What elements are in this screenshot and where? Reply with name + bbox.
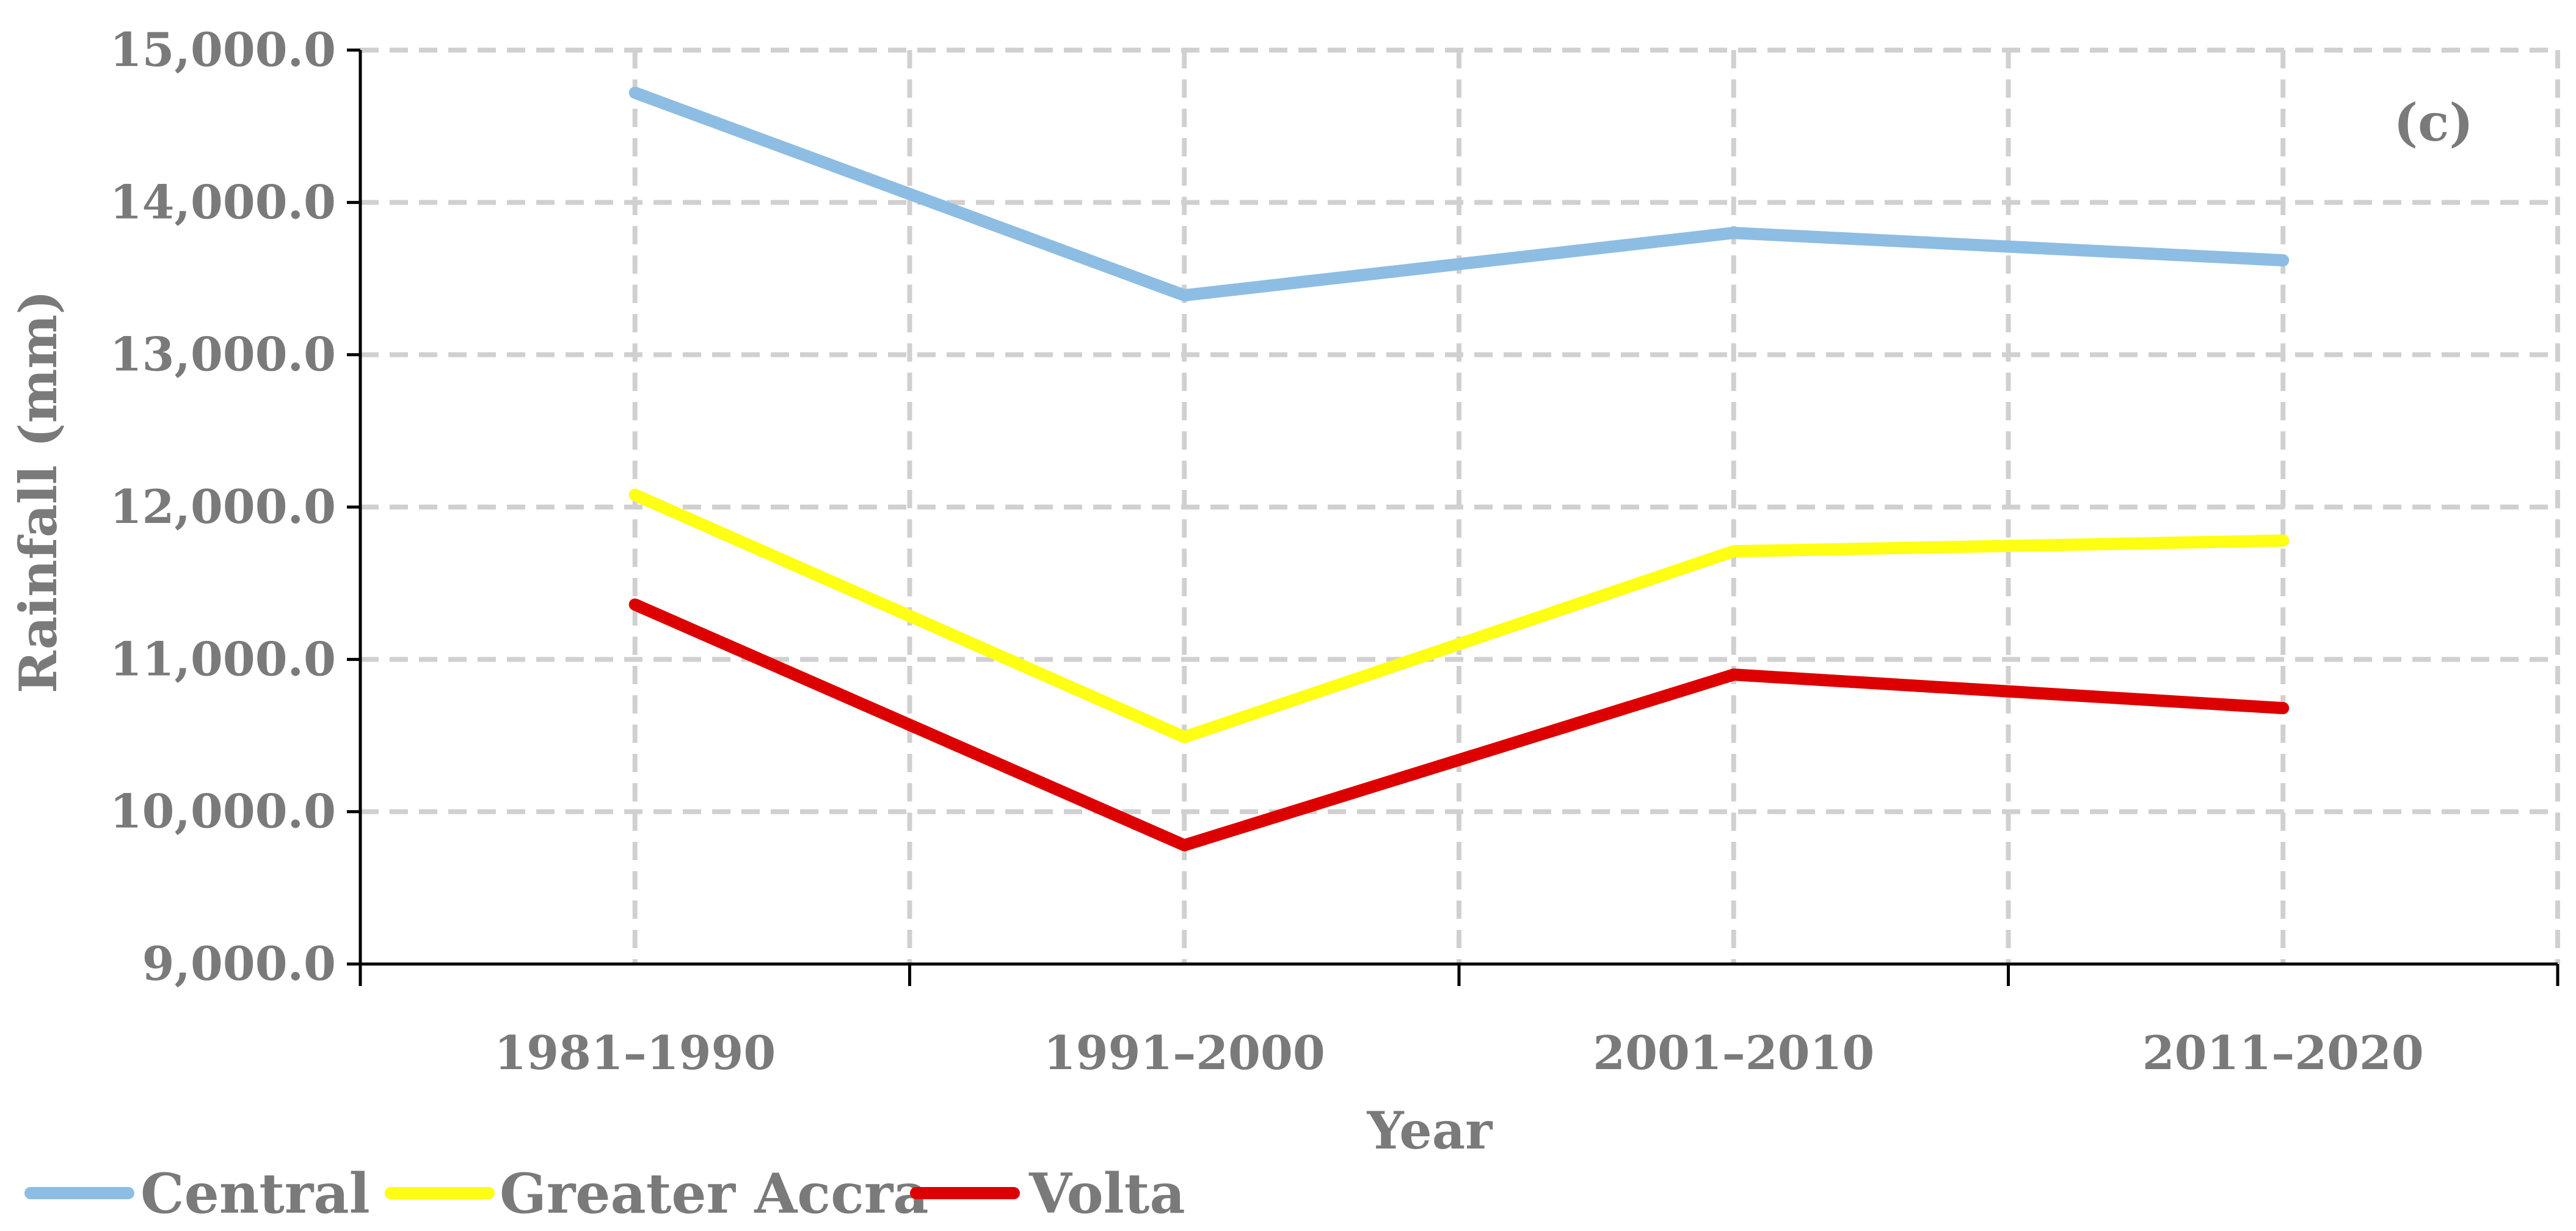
y-tick-label: 12,000.0 (110, 480, 336, 534)
data-point (1733, 674, 1734, 675)
data-point (1733, 232, 1734, 233)
x-axis-title: Year (1367, 1100, 1494, 1161)
series-line-volta (628, 598, 2290, 852)
series-line-central (628, 86, 2290, 302)
y-tick-label: 13,000.0 (110, 327, 336, 382)
y-tick-label: 14,000.0 (110, 175, 336, 229)
data-point (2282, 260, 2283, 261)
data-point (1184, 294, 1185, 296)
tick-labels: 9,000.0 10,000.0 11,000.0 12,000.0 13,000.0 1… (110, 23, 2424, 1080)
data-point (2282, 540, 2283, 541)
data-point (1184, 736, 1185, 737)
x-tick-label: 2001–2010 (1593, 1026, 1874, 1080)
series-line-greater-accra (628, 489, 2290, 743)
y-axis-title: Rainfall (mm) (8, 290, 68, 693)
x-tick-label: 2011–2020 (2142, 1026, 2424, 1080)
x-tick-label: 1991–2000 (1044, 1026, 1325, 1080)
data-point (2282, 707, 2283, 709)
legend-label-greater-accra: Greater Accra (500, 1161, 929, 1226)
legend-item-central[interactable]: Central (24, 1161, 370, 1226)
y-tick-label: 15,000.0 (110, 23, 336, 77)
y-tick-label: 10,000.0 (110, 784, 336, 839)
data-point (1733, 550, 1734, 552)
legend-item-greater-accra[interactable]: Greater Accra (385, 1161, 929, 1226)
data-point (1184, 845, 1185, 846)
y-tick-label: 11,000.0 (110, 632, 336, 686)
panel-label: (c) (2393, 92, 2473, 153)
series-lines (628, 86, 2290, 852)
y-tick-label: 9,000.0 (142, 937, 336, 991)
data-point (635, 494, 636, 495)
x-tick-label: 1981–1990 (494, 1026, 776, 1080)
legend-label-volta: Volta (1028, 1161, 1185, 1226)
gridlines (360, 48, 2560, 964)
axes (347, 48, 2560, 986)
legend-label-central: Central (140, 1161, 370, 1226)
data-point (635, 604, 636, 605)
data-point (635, 92, 636, 93)
legend-item-volta[interactable]: Volta (910, 1161, 1185, 1226)
legend: Central Greater Accra Volta (24, 1161, 1185, 1226)
